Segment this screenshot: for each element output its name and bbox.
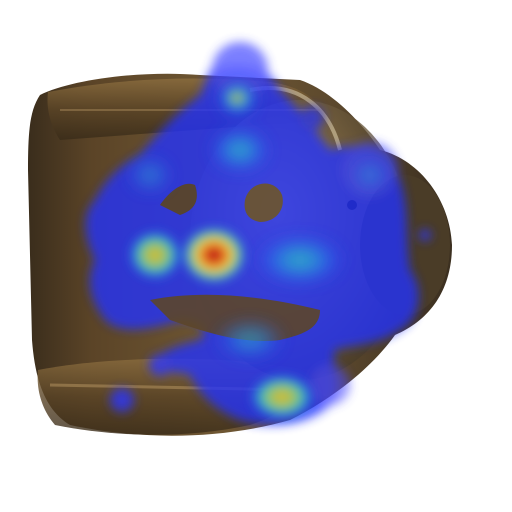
heatmap-peak-primary	[180, 225, 248, 285]
heatmap-peak-upper	[223, 86, 251, 110]
heatmap-peak-secondary	[127, 229, 183, 281]
heatmap-field-low	[85, 65, 419, 426]
attention-heatmap	[85, 42, 431, 426]
heatmap-hole-right	[244, 183, 283, 222]
heatmap-peak-lower	[248, 373, 316, 421]
heatmap-hole-left	[160, 183, 197, 215]
